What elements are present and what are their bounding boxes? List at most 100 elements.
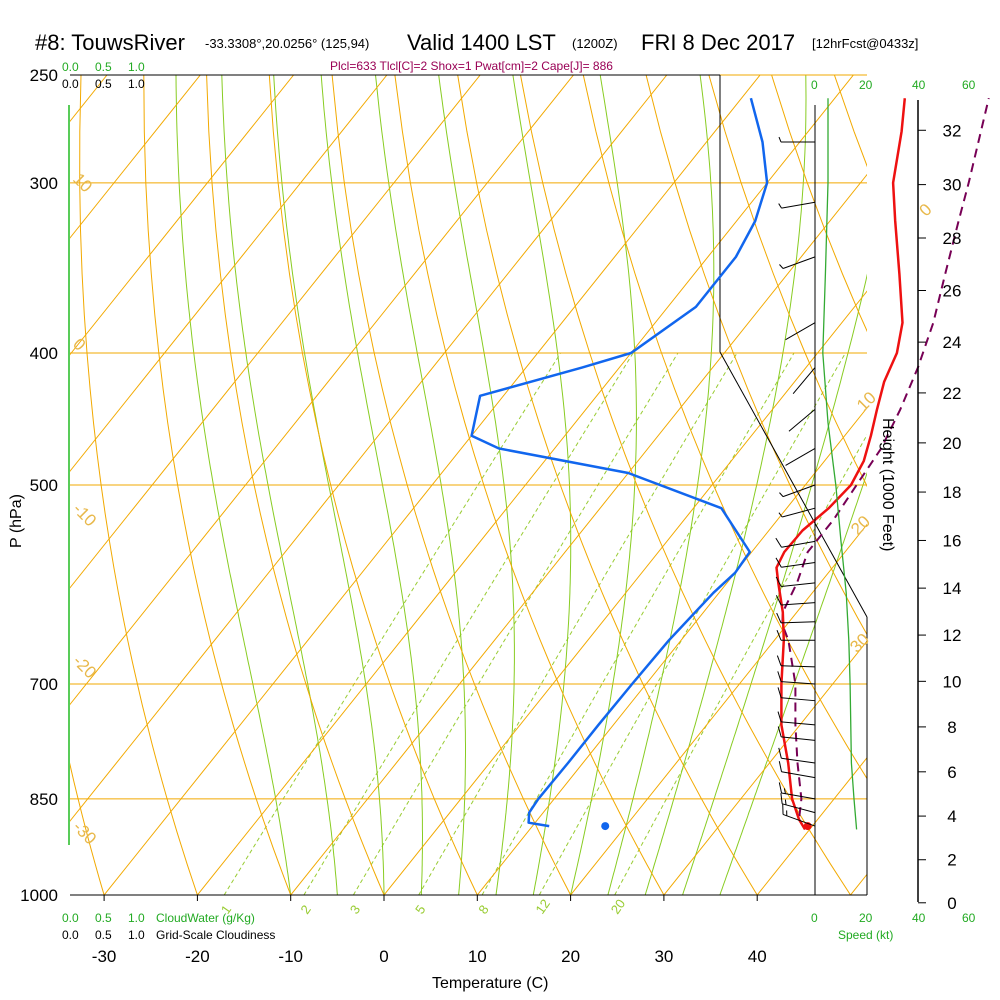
wind-barb: [781, 562, 816, 568]
wind-barb: [782, 813, 816, 827]
cloudiness-scale-bottom-0: 0.0: [62, 928, 79, 942]
isobars: [70, 74, 867, 896]
wind-barb-flag: [780, 793, 783, 804]
wind-barb: [792, 367, 816, 394]
wind-barb-flag: [775, 537, 782, 548]
moist-adiabat-line: [512, 75, 572, 895]
wind-barb-flag: [777, 671, 782, 682]
dry-adiabats: [0, 75, 1000, 895]
speed-tick-top-40: 40: [912, 78, 926, 92]
moist-adiabat-line: [273, 75, 385, 895]
wind-barb-half-flag: [779, 492, 784, 497]
cloud-legend-top: 0.0 0.5 1.0 0.0 0.5 1.0: [62, 60, 145, 91]
speed-axis: 0 20 40 60 0 20 40 60 Speed (kt): [811, 78, 976, 942]
wind-barb: [781, 681, 816, 685]
dry-adiabat-label: -30: [69, 817, 100, 848]
dry-adiabat-line: [268, 75, 478, 895]
dry-adiabat-line: [331, 75, 572, 895]
dry-adiabat-line: [960, 75, 1000, 895]
wind-barb-flag: [777, 726, 782, 737]
moist-adiabats: [175, 75, 867, 895]
p-tick-label: 700: [30, 675, 58, 694]
moist-adiabat-line: [719, 471, 867, 895]
wind-barb: [785, 447, 816, 466]
y-axis-title: P (hPa): [8, 494, 25, 548]
height-tick-label: 2: [947, 851, 956, 870]
speed-tick-bottom-20: 20: [859, 911, 873, 925]
mixing-ratio-label: 20: [608, 896, 629, 916]
x-tick-label: -30: [92, 947, 117, 966]
wind-barb: [781, 697, 816, 702]
wind-barb-flag: [775, 576, 782, 587]
wind-barb: [781, 721, 816, 726]
speed-tick-top-60: 60: [962, 78, 976, 92]
dry-adiabat-label: -10: [69, 499, 100, 530]
isotherm-line: [570, 523, 867, 895]
cloudwater-scale-0: 0.0: [62, 60, 79, 74]
dry-adiabat-label: 10: [69, 169, 96, 196]
mixing-ratio-label: 3: [347, 902, 363, 917]
x-tick-label: 20: [561, 947, 580, 966]
height-tick-label: 32: [943, 121, 962, 140]
speed-label: Speed (kt): [838, 928, 893, 942]
forecast-run: [12hrFcst@0433z]: [812, 36, 918, 51]
x-axis-title: Temperature (C): [432, 975, 548, 992]
moist-adiabat-line: [175, 75, 292, 895]
wind-barb: [782, 484, 816, 498]
wind-barb: [788, 409, 816, 432]
dry-adiabat-line: [0, 75, 11, 895]
wind-barb-half-flag: [783, 788, 786, 794]
dry-adiabat-line: [582, 75, 867, 780]
wind-speed-line: [822, 98, 858, 830]
plot-frame: [68, 74, 868, 896]
height-tick-label: 26: [943, 282, 962, 301]
wind-barb-half-flag: [779, 264, 784, 269]
wind-barb: [781, 665, 816, 668]
cloudwater-scale-bottom-2: 1.0: [128, 911, 145, 925]
moist-adiabat-line: [320, 75, 423, 895]
dry-adiabat-line: [457, 75, 758, 895]
wind-barb-flag: [775, 557, 782, 568]
frame-right-slant: [719, 351, 868, 618]
wind-barb-flag: [775, 595, 782, 606]
mixing-ratio-label: 5: [412, 902, 428, 917]
wind-barb-flag: [776, 612, 782, 624]
x-tick-label: 40: [748, 947, 767, 966]
moist-adiabat-line: [438, 75, 515, 895]
wind-barb-half-flag: [778, 203, 782, 209]
x-tick-label: -20: [185, 947, 210, 966]
wind-barb: [781, 757, 816, 764]
parcel-trace-line: [781, 97, 990, 830]
wind-barb-flag: [776, 630, 782, 641]
dry-adiabat-line: [645, 75, 867, 636]
cloudiness-scale-bottom-1: 0.5: [95, 928, 112, 942]
isotherm-label: 20: [847, 512, 874, 539]
x-tick-label: 30: [654, 947, 673, 966]
station-title: #8: TouwsRiver: [35, 30, 185, 55]
dry-adiabat-line: [70, 762, 105, 895]
cloudwater-scale-2: 1.0: [128, 60, 145, 74]
height-tick-label: 4: [947, 807, 956, 826]
dry-adiabat-line: [394, 75, 665, 895]
wind-barb-half-flag: [778, 136, 782, 143]
mixing-ratio-label: 2: [297, 902, 313, 917]
cloud-legend-bottom: 0.0 0.5 1.0 CloudWater (g/Kg) 0.0 0.5 1.…: [62, 911, 275, 942]
height-tick-label: 6: [947, 763, 956, 782]
isotherm-label: 30: [846, 630, 873, 657]
wind-barb: [781, 621, 816, 624]
p-tick-label: 400: [30, 344, 58, 363]
isotherm-line: [663, 640, 867, 895]
speed-tick-bottom-0: 0: [811, 911, 818, 925]
moist-adiabat-line: [607, 75, 715, 895]
mixing-ratio-label: 12: [532, 896, 553, 916]
height-tick-label: 0: [947, 894, 956, 913]
forecast-date: FRI 8 Dec 2017: [641, 30, 795, 55]
cloudiness-scale-0: 0.0: [62, 77, 79, 91]
dewpoint-line: [470, 97, 769, 828]
height-tick-label: 30: [943, 176, 962, 195]
isotherm-line: [70, 75, 201, 239]
cloudwater-scale-bottom-0: 0.0: [62, 911, 79, 925]
surface-dewpoint-dot: [601, 822, 610, 831]
height-tick-label: 28: [943, 229, 962, 248]
